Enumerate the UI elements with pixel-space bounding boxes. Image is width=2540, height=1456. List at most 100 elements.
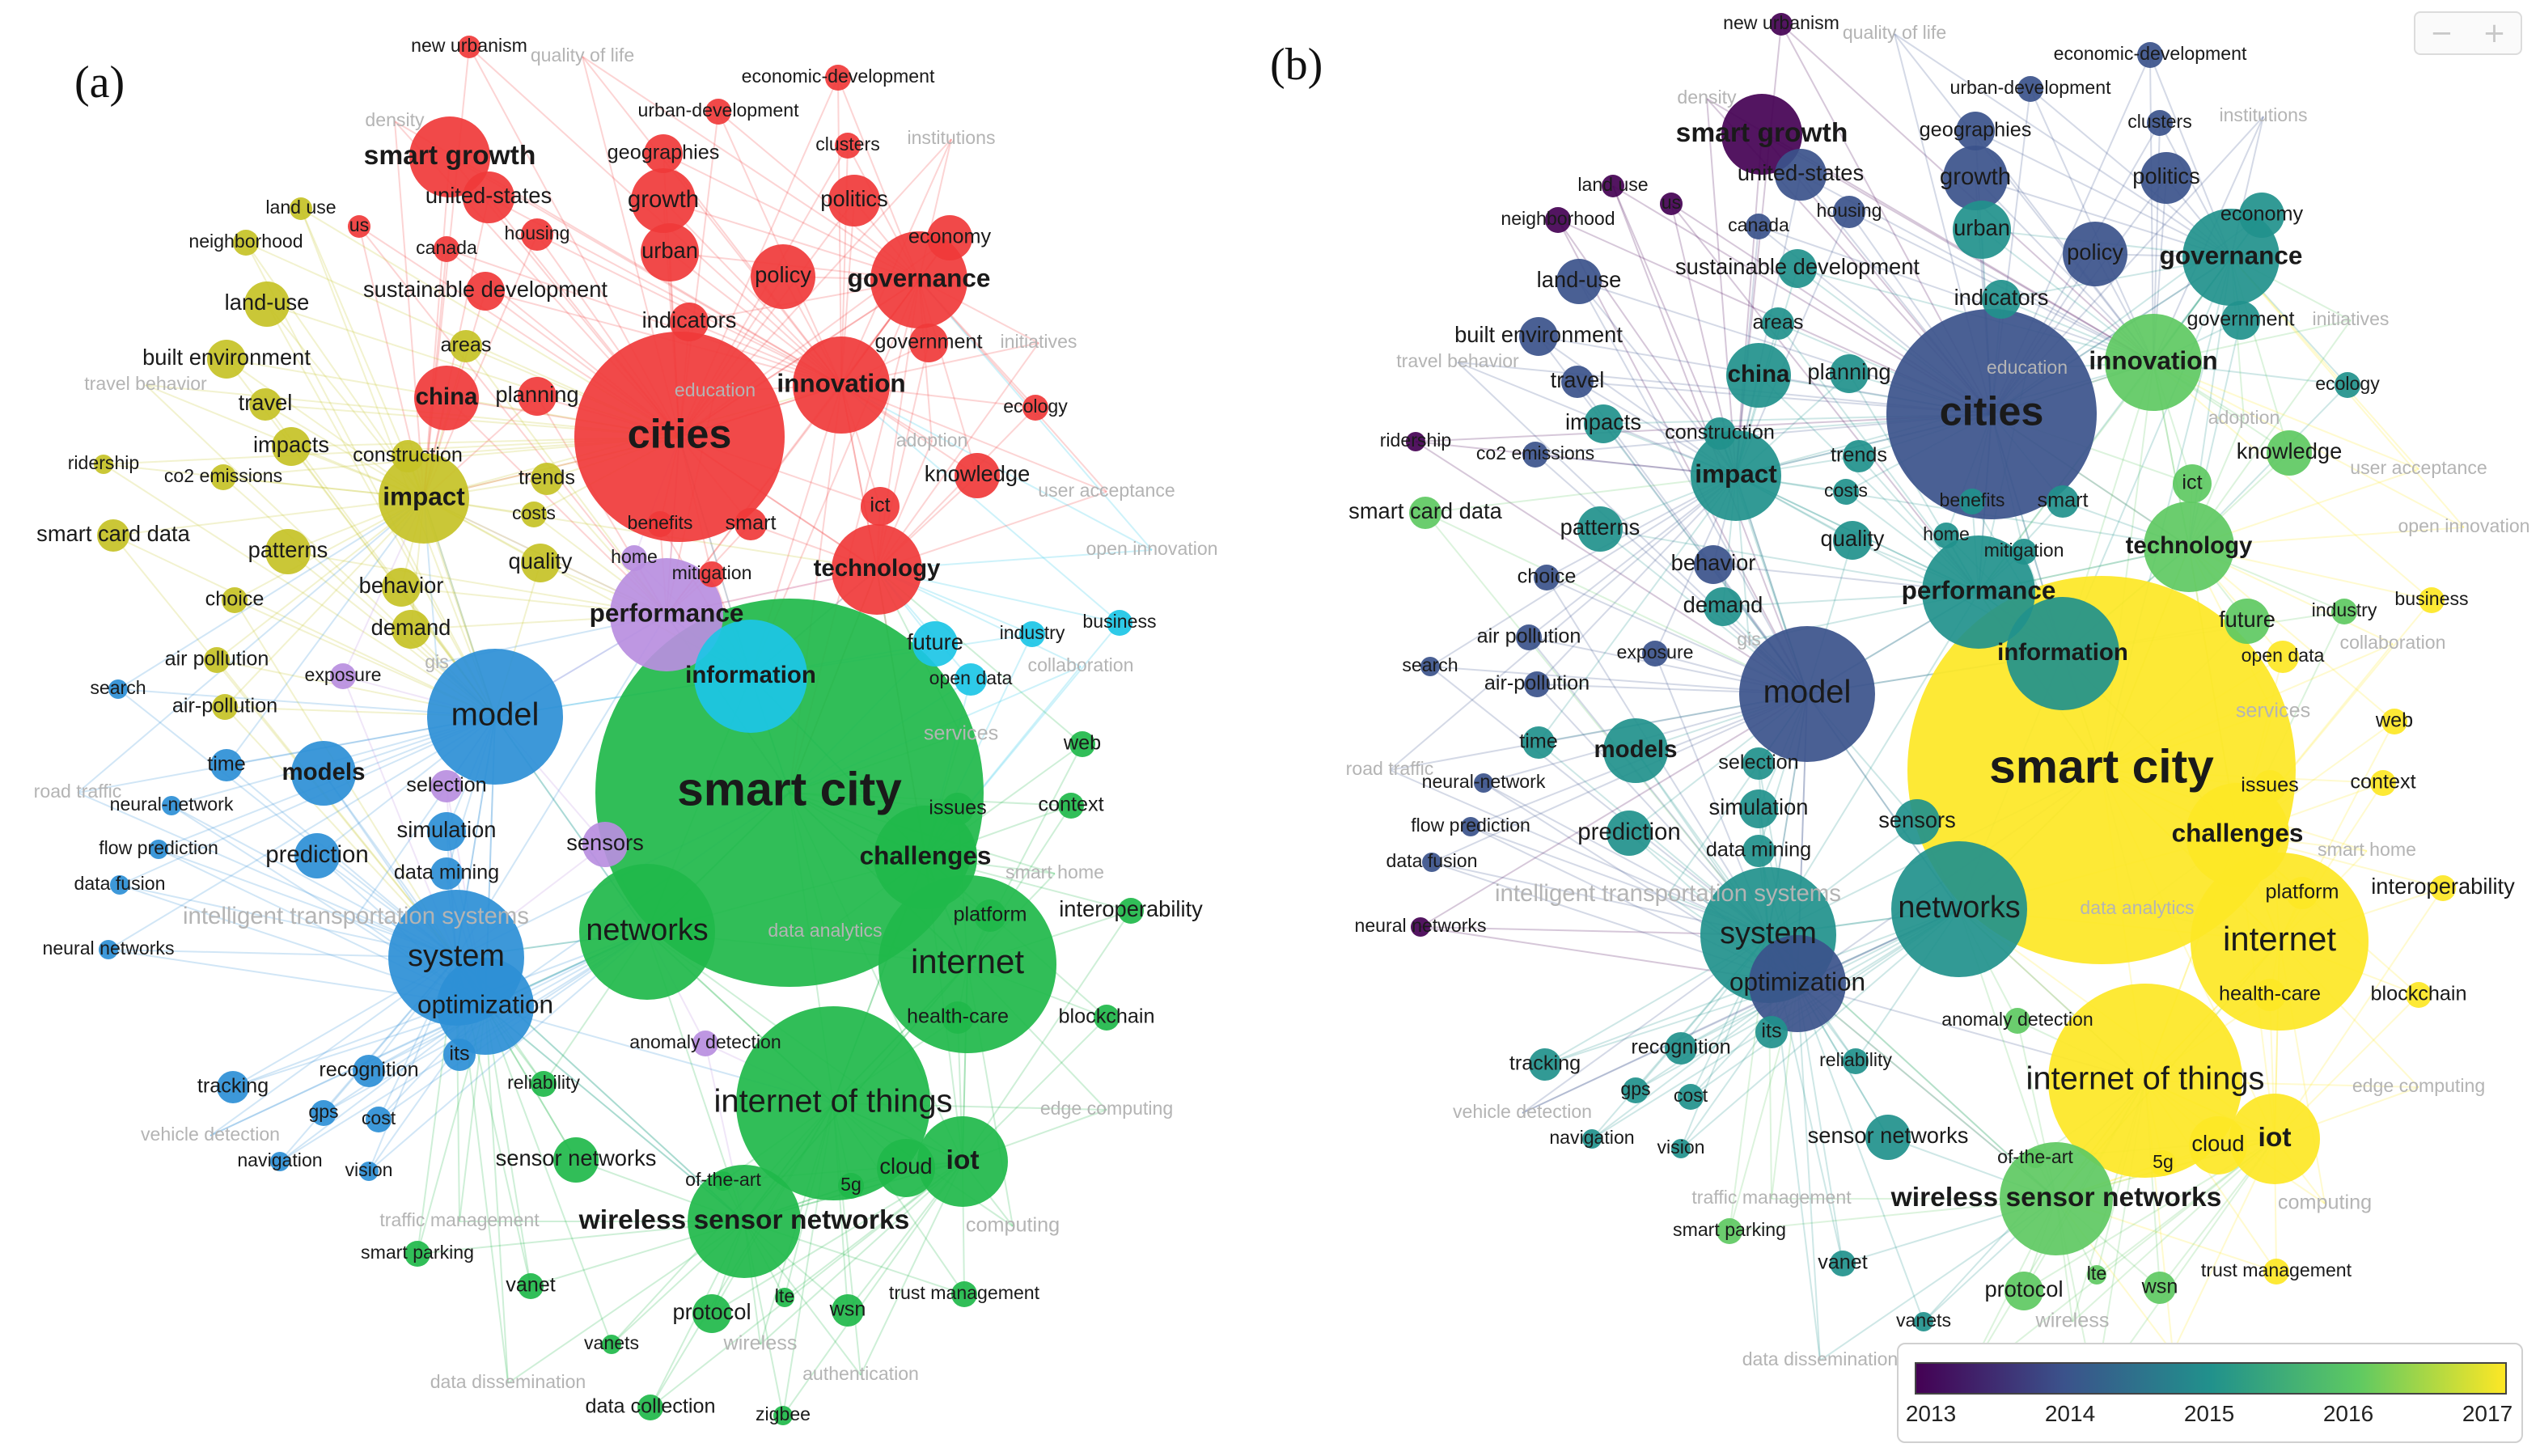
keyword-node-wireless-sensor-networks[interactable] [2000,1142,2113,1255]
keyword-node-economic-development[interactable] [825,65,851,91]
keyword-node-data-mining[interactable] [430,857,463,890]
keyword-node-business[interactable] [1107,610,1132,636]
keyword-node-5g[interactable] [2150,1150,2176,1176]
keyword-node-united-states[interactable] [463,171,514,223]
keyword-node-interoperability[interactable] [1118,898,1144,924]
keyword-node-blockchain[interactable] [2406,982,2432,1008]
keyword-node-areas[interactable] [450,330,482,362]
keyword-node-neural-network[interactable] [162,796,181,815]
keyword-node-land-use[interactable] [1602,175,1624,197]
keyword-node-sensor-networks[interactable] [553,1137,599,1183]
keyword-node-mitigation[interactable] [699,561,725,587]
keyword-node-anomaly-detection[interactable] [692,1031,718,1056]
keyword-node-selection[interactable] [430,770,463,802]
keyword-node-innovation[interactable] [793,336,890,434]
keyword-node-anomaly-detection[interactable] [2004,1008,2030,1034]
keyword-node-demand[interactable] [1704,587,1742,626]
keyword-node-policy[interactable] [2063,222,2127,286]
keyword-node-trust-management[interactable] [951,1281,977,1307]
keyword-node-quality[interactable] [1833,521,1872,560]
keyword-node-networks[interactable] [579,864,715,1000]
keyword-node-urban-development[interactable] [705,99,731,125]
keyword-node-home[interactable] [1933,523,1959,548]
keyword-node-impact[interactable] [379,453,469,544]
keyword-node-geographies[interactable] [644,134,683,173]
keyword-node-model[interactable] [427,649,563,785]
keyword-node-cost[interactable] [366,1107,392,1132]
keyword-node-vanet[interactable] [1830,1251,1856,1276]
keyword-node-interoperability[interactable] [2430,875,2456,901]
keyword-node-mitigation[interactable] [2011,539,2037,565]
keyword-node-smart-parking[interactable] [404,1241,430,1267]
keyword-node-vanets[interactable] [1914,1312,1933,1331]
keyword-node-growth[interactable] [1943,146,2008,210]
keyword-node-networks[interactable] [1891,841,2027,977]
keyword-node-wsn[interactable] [832,1294,864,1327]
keyword-node-smart-growth[interactable] [409,116,490,197]
keyword-node-economic-development[interactable] [2137,42,2163,68]
keyword-node-indicators[interactable] [1982,280,2021,319]
keyword-node-cost[interactable] [1678,1084,1704,1110]
keyword-node-industry[interactable] [1019,621,1045,647]
keyword-node-knowledge[interactable] [955,453,1000,498]
keyword-node-of-the-art[interactable] [2026,1149,2045,1168]
keyword-node-impacts[interactable] [1584,404,1623,443]
keyword-node-its[interactable] [1755,1016,1788,1048]
keyword-node-exposure[interactable] [1642,641,1668,667]
keyword-node-housing[interactable] [1833,196,1865,228]
keyword-node-impacts[interactable] [272,427,311,466]
keyword-node-web[interactable] [1069,731,1095,757]
keyword-node-internet-of-things[interactable] [2048,984,2242,1178]
keyword-node-air-pollution[interactable] [212,694,238,720]
keyword-node-politics[interactable] [2140,152,2192,204]
keyword-node-construction[interactable] [392,440,424,472]
keyword-node-gps[interactable] [311,1100,337,1126]
keyword-node-data-collection[interactable] [637,1395,663,1420]
keyword-node-optimization[interactable] [437,958,534,1055]
keyword-node-context[interactable] [1058,793,1084,819]
keyword-node-smart-parking[interactable] [1717,1218,1742,1244]
keyword-node-data-fusion[interactable] [110,875,129,895]
zoom-out-icon[interactable]: − [2430,17,2453,49]
keyword-node-models[interactable] [1603,718,1668,783]
keyword-node-cities[interactable] [574,332,785,542]
keyword-node-policy[interactable] [751,244,815,309]
keyword-node-platform[interactable] [2286,877,2318,909]
keyword-node-web[interactable] [2381,709,2407,734]
keyword-node-co2-emissions[interactable] [1522,442,1548,468]
keyword-node-government[interactable] [909,324,948,362]
keyword-node-vision[interactable] [1671,1139,1691,1158]
keyword-node-vision[interactable] [359,1162,379,1181]
keyword-node-us[interactable] [348,215,370,238]
keyword-node-ridership[interactable] [1406,432,1425,451]
keyword-node-search[interactable] [108,679,128,699]
keyword-node-planning[interactable] [1830,354,1869,393]
keyword-node-sensors[interactable] [582,822,628,867]
keyword-node-clusters[interactable] [2147,110,2173,136]
keyword-node-recognition[interactable] [1665,1032,1697,1064]
keyword-node-optimization[interactable] [1749,935,1846,1032]
keyword-node-built-environment[interactable] [207,340,246,379]
keyword-node-vanet[interactable] [518,1273,544,1299]
keyword-node-internet[interactable] [878,875,1056,1053]
keyword-node-reliability[interactable] [531,1071,557,1097]
keyword-node-canada[interactable] [434,236,459,262]
keyword-node-zigbee[interactable] [773,1406,793,1425]
keyword-node-growth[interactable] [631,168,696,233]
keyword-node-smart[interactable] [734,508,767,540]
keyword-node-vanets[interactable] [602,1335,621,1354]
keyword-node-sustainable-development[interactable] [466,272,505,311]
keyword-node-iot[interactable] [2229,1094,2320,1184]
keyword-node-protocol[interactable] [692,1294,731,1333]
keyword-node-travel[interactable] [249,388,282,421]
keyword-node-simulation[interactable] [427,812,466,851]
keyword-node-areas[interactable] [1762,307,1794,340]
keyword-node-economy[interactable] [2239,193,2284,238]
keyword-node-flow-prediction[interactable] [149,840,168,859]
keyword-node-time[interactable] [210,749,243,781]
keyword-node-cities[interactable] [1886,309,2097,519]
keyword-node-canada[interactable] [1746,214,1772,239]
keyword-node-business[interactable] [2419,587,2445,613]
keyword-node-navigation[interactable] [1582,1129,1602,1149]
keyword-node-patterns[interactable] [1577,506,1623,552]
